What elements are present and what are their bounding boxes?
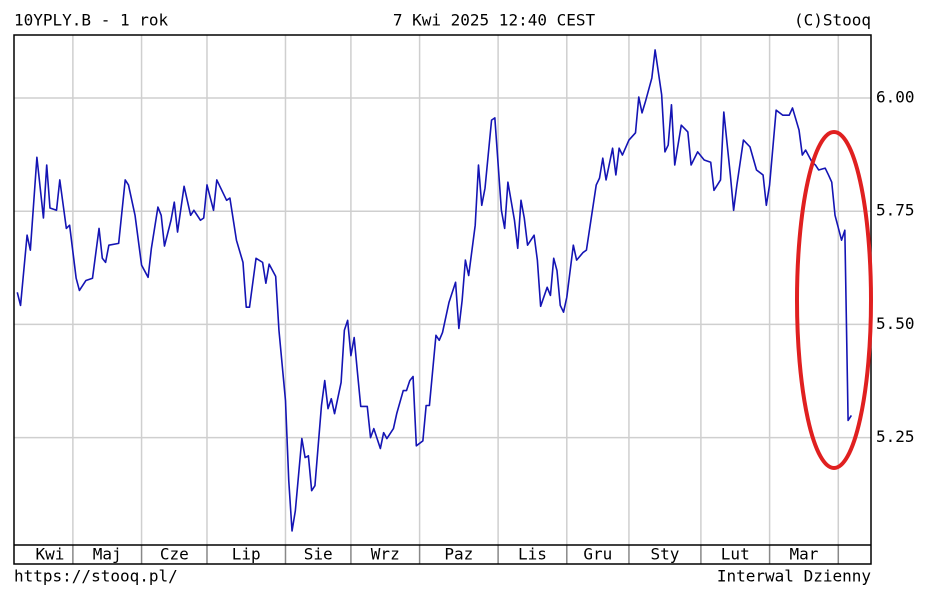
x-tick-label: Gru [583, 545, 612, 564]
interval-label: Interwal Dzienny [717, 567, 871, 586]
y-tick-label: 5.50 [876, 314, 915, 333]
highlight-ellipse [795, 130, 873, 470]
x-tick-label: Lis [518, 545, 547, 564]
chart-subtitle: 7 Kwi 2025 12:40 CEST [393, 11, 596, 30]
x-tick-label: Maj [93, 545, 122, 564]
y-tick-label: 5.75 [876, 201, 915, 220]
x-tick-label: Mar [789, 545, 818, 564]
x-tick-label: Kwi [36, 545, 65, 564]
x-tick-label: Cze [160, 545, 189, 564]
x-tick-label: Sie [304, 545, 333, 564]
x-tick-label: Sty [650, 545, 679, 564]
x-tick-label: Paz [444, 545, 473, 564]
x-tick-label: Lip [232, 545, 261, 564]
x-tick-label: Lut [721, 545, 750, 564]
y-tick-label: 6.00 [876, 87, 915, 106]
source-link: https://stooq.pl/ [14, 567, 178, 586]
y-tick-label: 5.25 [876, 427, 915, 446]
price-line [16, 49, 853, 532]
x-tick-label: Wrz [371, 545, 400, 564]
credit: (C)Stooq [794, 11, 871, 30]
chart-title: 10YPLY.B - 1 rok [14, 11, 168, 30]
plot-layer [16, 49, 853, 532]
